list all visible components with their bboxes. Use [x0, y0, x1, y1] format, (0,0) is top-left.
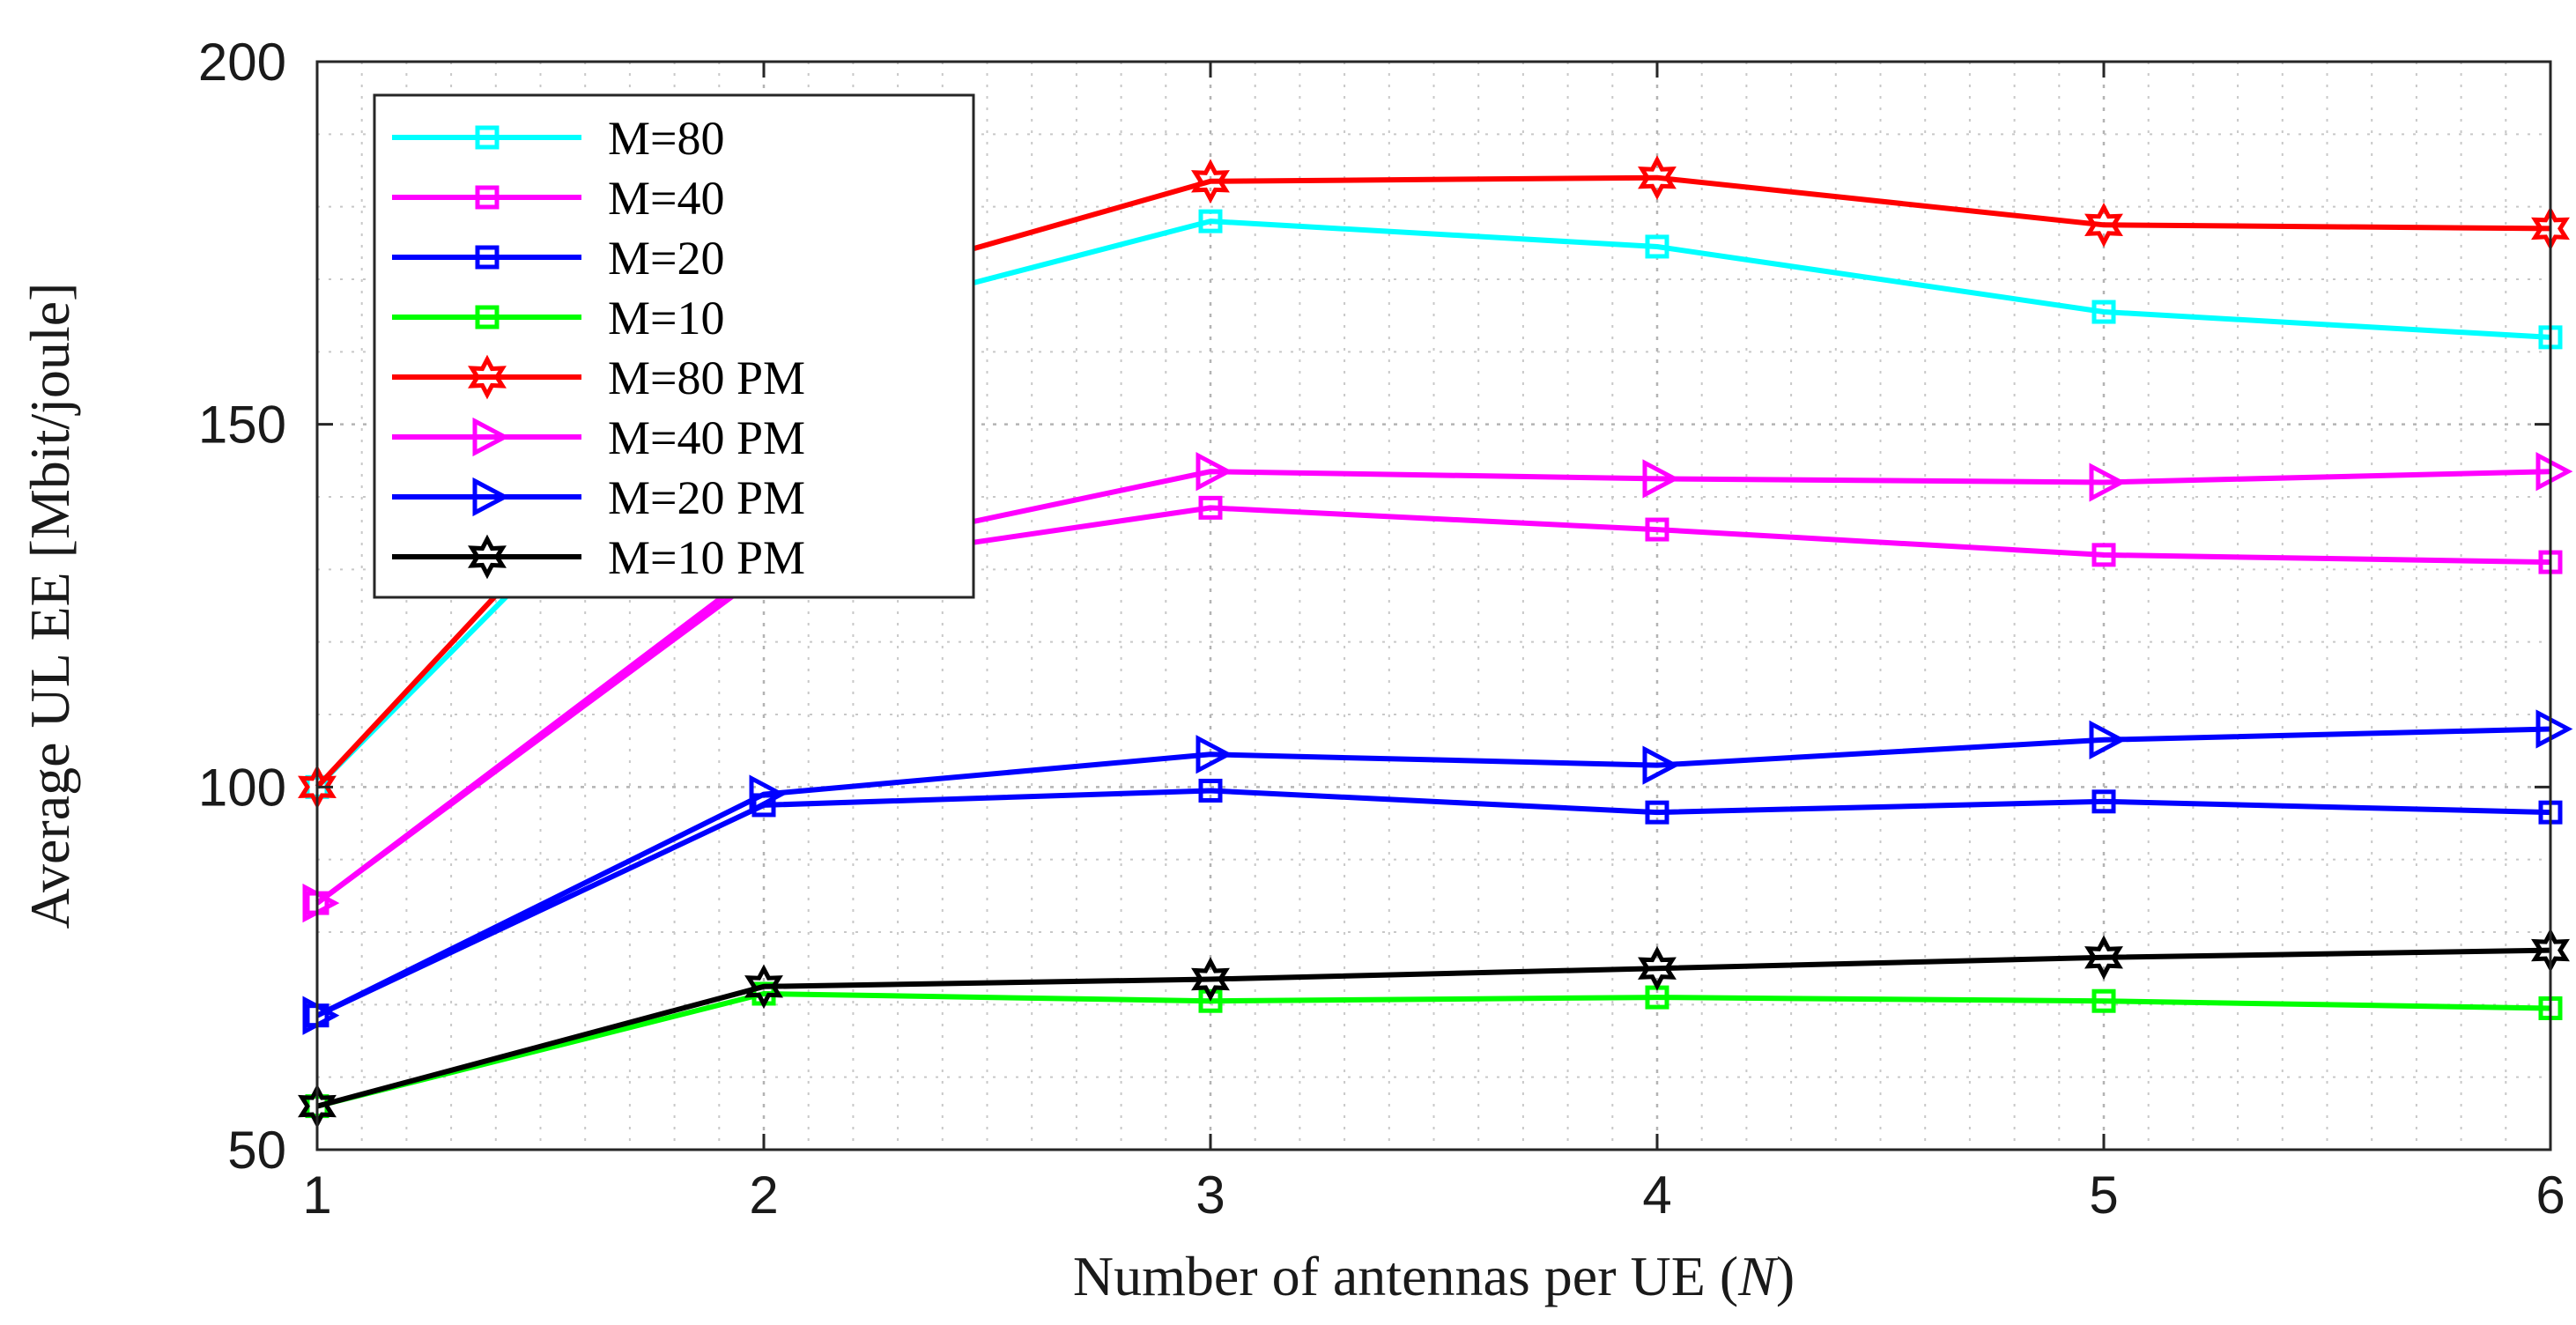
data-point-m-20-pm-6: [2535, 709, 2573, 749]
legend-item-m-20-pm: M=20 PM: [392, 471, 805, 524]
tick-labels: 1 2 3 4 5 6 50 100 150 200: [198, 33, 2565, 1225]
legend-item-m-40-pm: M=40 PM: [392, 411, 805, 464]
x-tick-label-3: 3: [1195, 1166, 1225, 1225]
legend-marker-m-40-pm: [472, 417, 510, 457]
y-tick-label-200: 200: [198, 33, 286, 92]
data-point-m-20-pm-2: [749, 774, 787, 814]
data-point-m-40-pm-1: [302, 883, 340, 923]
data-point-m-40-pm-5: [2089, 463, 2127, 502]
data-point-m-10-3: [1198, 988, 1223, 1013]
data-point-m-40-4: [1645, 517, 1669, 542]
legend-marker-m-80: [475, 125, 500, 150]
data-point-m-20-pm-3: [1195, 735, 1233, 774]
x-axis-label-variable: N: [1737, 1245, 1779, 1307]
data-point-m-10-pm-2: [744, 964, 783, 1010]
legend-marker-m-10: [475, 305, 500, 329]
legend-item-m-80-pm: M=80 PM: [392, 352, 805, 404]
y-axis-label: Average UL EE [Mbit/joule]: [19, 283, 81, 929]
series-line-m-20-pm: [315, 726, 2551, 1018]
legend-marker-m-20-pm: [472, 477, 510, 517]
plot-frame: [315, 60, 2552, 1151]
y-tick-label-100: 100: [198, 758, 286, 817]
x-tick-label-6: 6: [2535, 1166, 2565, 1225]
x-tick-label-4: 4: [1642, 1166, 1671, 1225]
series-line-m-10: [316, 991, 2551, 1109]
data-point-m-20-3: [1198, 778, 1223, 803]
data-point-m-80-3: [1198, 209, 1223, 233]
data-point-m-80-5: [2091, 300, 2116, 324]
y-tick-label-50: 50: [227, 1121, 286, 1180]
legend-marker-m-80-pm: [468, 354, 507, 400]
tick-marks: [315, 60, 2552, 1151]
legend-item-m-10-pm: M=10 PM: [392, 531, 805, 584]
legend-label-m-80-pm: M=80 PM: [608, 352, 805, 404]
data-point-m-40-5: [2091, 543, 2116, 567]
data-point-m-40-pm-4: [1642, 459, 1680, 499]
legend: M=80 M=40 M=20 M=10 M=80 PM M=40 PM M=20 PM M=1…: [373, 93, 975, 599]
y-tick-label-150: 150: [198, 396, 286, 455]
legend-label-m-40: M=40: [608, 172, 724, 225]
legend-item-m-10: M=10: [392, 292, 724, 344]
legend-marker-m-10-pm: [468, 534, 507, 580]
x-tick-label-1: 1: [302, 1166, 331, 1225]
legend-label-m-80: M=80: [608, 112, 724, 165]
legend-label-m-40-pm: M=40 PM: [608, 411, 805, 464]
data-point-m-10-5: [2091, 988, 2116, 1013]
x-axis-label-prefix: Number of antennas per UE (: [1073, 1245, 1738, 1307]
legend-label-m-10-pm: M=10 PM: [608, 531, 805, 584]
x-tick-label-5: 5: [2089, 1166, 2118, 1225]
data-point-m-40-3: [1198, 495, 1223, 520]
data-point-m-10-pm-5: [2084, 935, 2123, 981]
data-point-m-40-pm-3: [1195, 452, 1233, 492]
data-point-m-10-pm-3: [1191, 957, 1230, 1002]
data-point-m-80-pm-3: [1191, 159, 1230, 204]
data-point-m-20-pm-4: [1642, 745, 1680, 785]
x-tick-label-2: 2: [749, 1166, 778, 1225]
x-axis-label: Number of antennas per UE (N): [1073, 1245, 1795, 1307]
legend-label-m-10: M=10: [608, 292, 724, 344]
x-axis-label-suffix: ): [1776, 1245, 1795, 1307]
series-line-m-40: [315, 505, 2551, 906]
data-point-m-20-pm-1: [302, 996, 340, 1035]
data-point-m-80-4: [1645, 234, 1669, 259]
legend-marker-m-40: [475, 185, 500, 210]
legend-marker-m-20: [475, 245, 500, 270]
data-point-m-10-pm-4: [1638, 945, 1677, 991]
data-point-m-20-5: [2091, 789, 2116, 814]
series-line-m-20: [315, 788, 2551, 1018]
legend-label-m-20: M=20: [608, 232, 724, 285]
series-line-m-10-pm: [316, 947, 2551, 1109]
legend-item-m-40: M=40: [392, 172, 724, 225]
data-point-m-40-pm-6: [2535, 452, 2573, 492]
series-line-m-40-pm: [315, 469, 2551, 906]
data-point-m-20-4: [1645, 800, 1669, 825]
legend-label-m-20-pm: M=20 PM: [608, 471, 805, 524]
legend-item-m-20: M=20: [392, 232, 724, 285]
series-m-20-pm: [302, 709, 2573, 1035]
legend-item-m-80: M=80: [392, 112, 724, 165]
data-point-m-80-pm-5: [2084, 202, 2123, 248]
data-point-m-80-pm-4: [1638, 155, 1677, 201]
data-point-m-20-pm-5: [2089, 720, 2127, 759]
